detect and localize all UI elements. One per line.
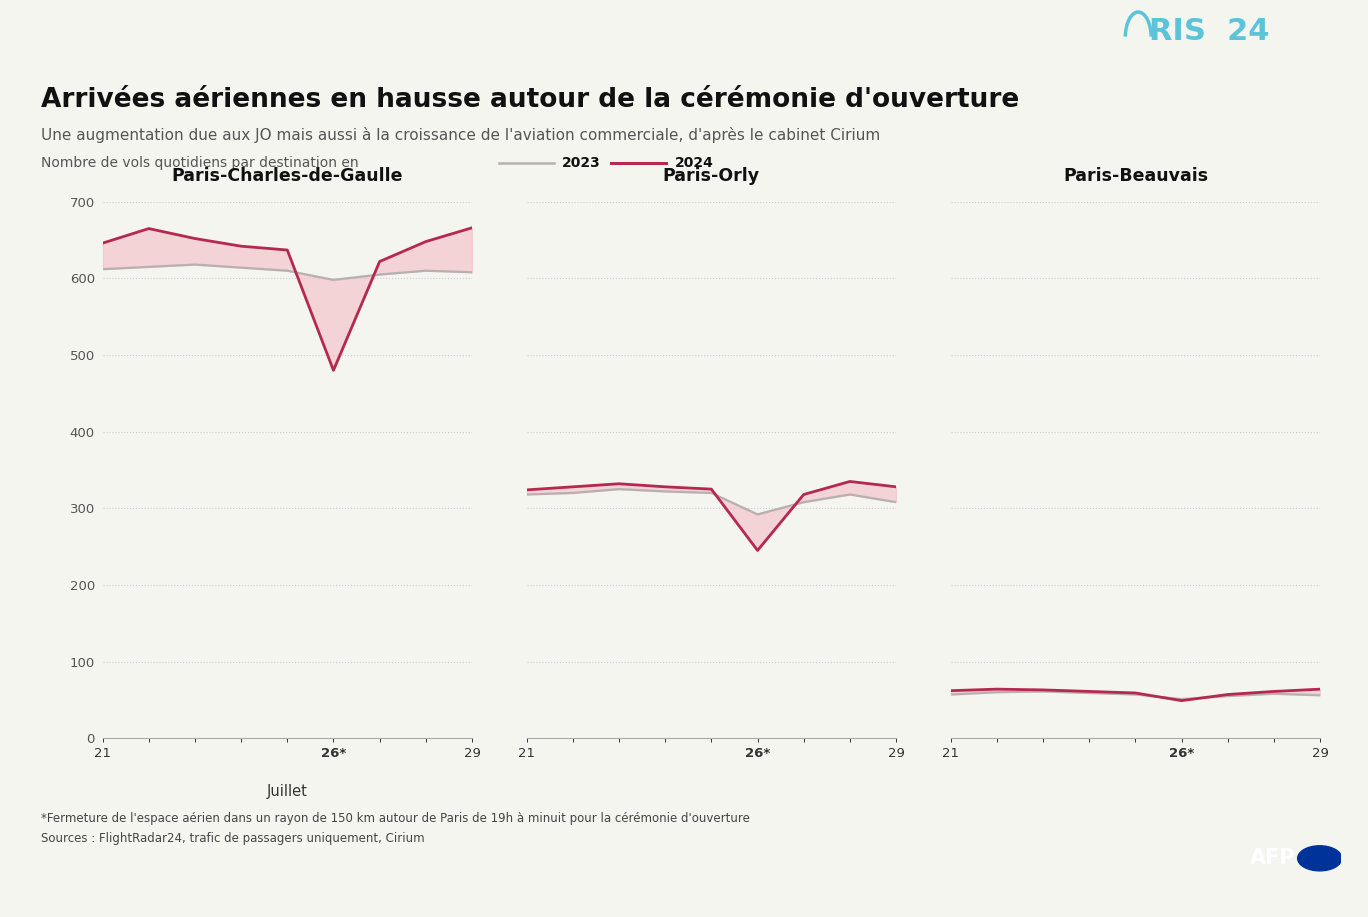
Text: Paris-Orly: Paris-Orly — [663, 167, 759, 185]
Text: 2024: 2024 — [674, 156, 713, 171]
Text: Paris-Charles-de-Gaulle: Paris-Charles-de-Gaulle — [171, 167, 404, 185]
Text: Une augmentation due aux JO mais aussi à la croissance de l'aviation commerciale: Une augmentation due aux JO mais aussi à… — [41, 127, 880, 142]
Text: 2023: 2023 — [562, 156, 601, 171]
Text: Nombre de vols quotidiens par destination en: Nombre de vols quotidiens par destinatio… — [41, 156, 358, 171]
Text: Sources : FlightRadar24, trafic de passagers uniquement, Cirium: Sources : FlightRadar24, trafic de passa… — [41, 832, 424, 845]
Text: Paris-Beauvais: Paris-Beauvais — [1063, 167, 1208, 185]
Circle shape — [1298, 845, 1342, 871]
Text: AFP: AFP — [1250, 848, 1295, 868]
Text: Juillet: Juillet — [267, 784, 308, 799]
Text: Arrivées aériennes en hausse autour de la cérémonie d'ouverture: Arrivées aériennes en hausse autour de l… — [41, 87, 1019, 113]
Text: RIS  24: RIS 24 — [1149, 17, 1270, 46]
Text: *Fermeture de l'espace aérien dans un rayon de 150 km autour de Paris de 19h à m: *Fermeture de l'espace aérien dans un ra… — [41, 812, 750, 824]
